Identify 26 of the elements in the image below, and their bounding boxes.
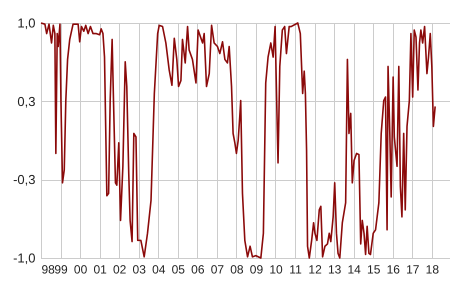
x-tick-label: 14	[347, 262, 362, 276]
x-tick-label: 98	[42, 262, 56, 276]
x-tick-label: 99	[54, 262, 68, 276]
x-tick-label: 06	[191, 262, 205, 276]
x-tick-label: 17	[406, 262, 420, 276]
y-tick-label: 0,3	[17, 94, 36, 109]
y-tick-label: -0,3	[13, 172, 36, 188]
x-tick-label: 13	[328, 262, 342, 276]
y-tick-label: -1,0	[13, 250, 36, 266]
x-tick-label: 11	[289, 262, 302, 276]
x-tick-label: 00	[74, 262, 88, 276]
x-tick-label: 05	[172, 262, 186, 276]
x-tick-label: 01	[93, 262, 108, 276]
x-tick-label: 10	[269, 262, 283, 276]
x-tick-label: 09	[250, 262, 264, 276]
x-tick-label: 07	[210, 262, 224, 276]
x-tick-label: 16	[386, 262, 400, 276]
x-tick-label: 12	[308, 262, 322, 276]
x-tick-label: 15	[367, 262, 381, 276]
x-tick-label: 04	[152, 262, 166, 276]
x-tick-label: 03	[132, 262, 146, 276]
y-tick-label: 1,0	[17, 16, 36, 30]
line-series	[40, 22, 436, 259]
x-tick-label: 18	[426, 262, 440, 276]
x-tick-label: 02	[112, 262, 127, 276]
x-tick-label: 08	[230, 262, 244, 276]
